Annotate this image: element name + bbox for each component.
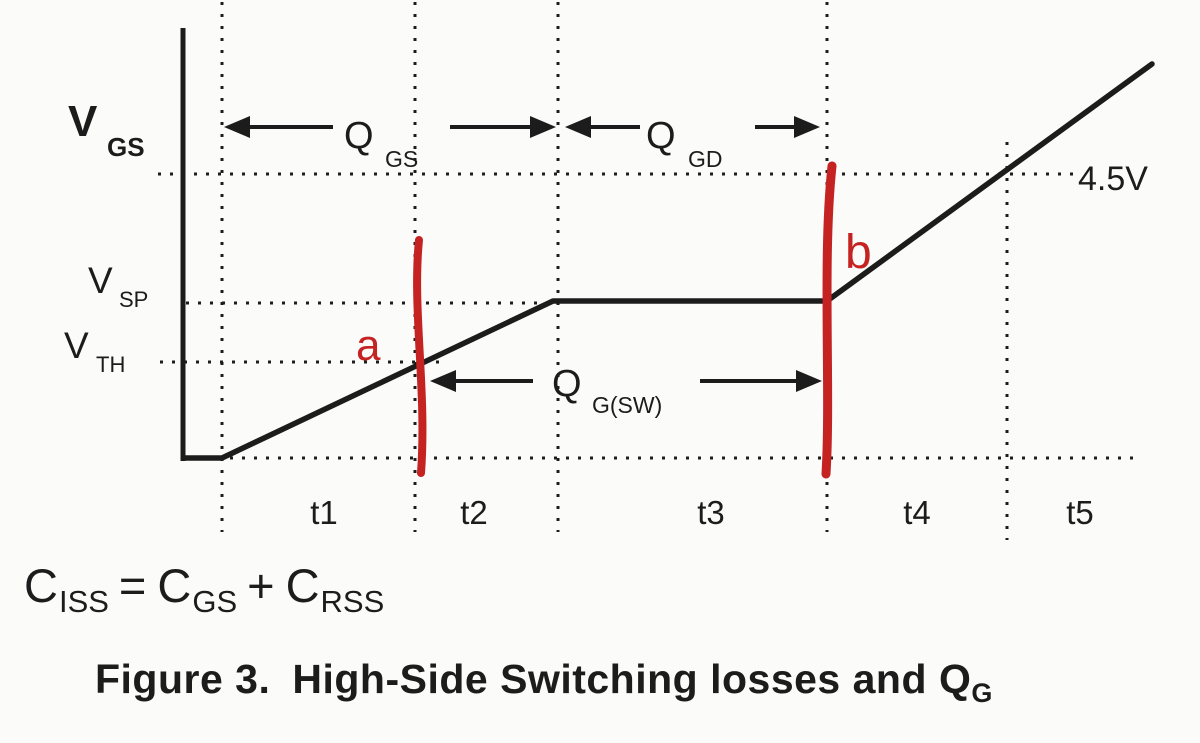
vsp-label-sub: SP: [119, 287, 148, 312]
formula-c3: C: [285, 559, 321, 612]
qgsw-arrow-left-head: [430, 370, 456, 392]
qgs-arrow-right-head: [530, 116, 556, 138]
qgs-label-sub: GS: [385, 146, 418, 172]
qgsw-label-main: Q: [552, 363, 582, 405]
qgd-arrow-left-head: [565, 116, 591, 138]
formula-sub-gs: GS: [192, 584, 238, 619]
vth-label-sub: TH: [96, 352, 125, 377]
marker-b-label: b: [845, 226, 872, 279]
qgs-label-main: Q: [344, 115, 374, 157]
ciss-formula: CISS = CGS + CRSS: [24, 558, 384, 620]
qgd-label-main: Q: [646, 115, 676, 157]
time-label-t2: t2: [460, 494, 488, 531]
caption-q-subscript: G: [971, 678, 993, 708]
vgs-waveform: [181, 61, 1155, 461]
formula-c2: C: [157, 559, 193, 612]
marker-a-label: a: [356, 321, 381, 370]
level-4v5-label: 4.5V: [1078, 160, 1148, 198]
time-label-t1: t1: [310, 494, 338, 531]
formula-sub-rss: RSS: [320, 584, 385, 619]
formula-plus: +: [247, 559, 276, 612]
time-label-t3: t3: [697, 494, 725, 531]
caption-title: High-Side Switching losses and: [292, 656, 928, 702]
y-axis-label-sub: GS: [107, 132, 145, 162]
formula-equals: =: [118, 559, 148, 612]
caption-q-symbol: Q: [938, 656, 972, 702]
qgd-label-sub: GD: [688, 146, 723, 172]
vsp-label-main: V: [88, 260, 113, 301]
time-label-t4: t4: [903, 494, 931, 531]
qgs-arrow-left-head: [224, 116, 250, 138]
qgsw-arrow-right-head: [796, 370, 822, 392]
red-mark-b: [821, 161, 837, 479]
qgd-arrow-right-head: [794, 116, 820, 138]
caption-figure-number: Figure 3.: [95, 656, 271, 702]
gate-charge-waveform-diagram: V GS V SP V TH 4.5V Q GS Q GD Q G(SW) a …: [64, 2, 1155, 540]
qgsw-label-sub: G(SW): [592, 392, 662, 418]
figure-caption: Figure 3. High-Side Switching losses and …: [95, 656, 993, 709]
formula-c1: C: [24, 559, 59, 612]
y-axis-label-main: V: [68, 97, 98, 146]
vth-label-main: V: [64, 325, 89, 366]
time-label-t5: t5: [1066, 494, 1094, 531]
red-mark-a: [413, 236, 427, 477]
formula-sub-iss: ISS: [58, 584, 109, 619]
